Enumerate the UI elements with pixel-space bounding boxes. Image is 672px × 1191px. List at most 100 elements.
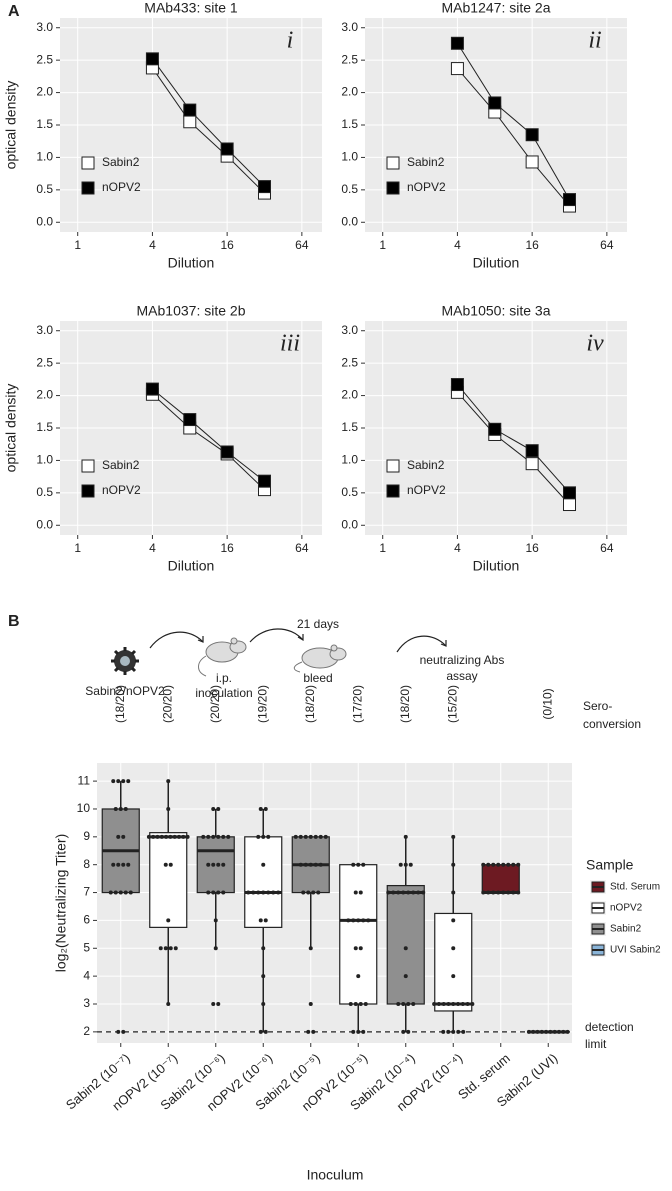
x-axis-title: Dilution <box>473 255 520 271</box>
legend-key <box>386 459 400 473</box>
data-point <box>470 1001 475 1006</box>
data-point <box>116 1029 121 1034</box>
data-point <box>216 890 221 895</box>
data-point <box>166 918 171 923</box>
data-point <box>168 834 173 839</box>
y-tick-label: 3.0 <box>36 323 53 337</box>
point <box>183 115 197 129</box>
x-tick-label: 16 <box>525 541 539 555</box>
data-point <box>261 862 266 867</box>
seroconversion-label: (18/20) <box>113 685 127 723</box>
data-point <box>391 890 396 895</box>
legend-label: nOPV2 <box>610 903 643 914</box>
data-point <box>406 1029 411 1034</box>
legend-label: nOPV2 <box>407 483 446 497</box>
data-point <box>126 779 131 784</box>
y-tick-label: 10 <box>77 801 91 815</box>
legend-key <box>386 156 400 170</box>
legend-label: nOPV2 <box>102 180 141 194</box>
x-axis-title: Dilution <box>473 558 520 574</box>
annotation: iv <box>586 331 604 357</box>
legend-label: Sabin2 <box>407 458 445 472</box>
point <box>562 486 576 500</box>
data-point <box>496 862 501 867</box>
legend-label: Sabin2 <box>610 924 642 935</box>
data-point <box>113 890 118 895</box>
data-point <box>168 946 173 951</box>
data-point <box>216 862 221 867</box>
data-point <box>403 862 408 867</box>
schematic-label: assay <box>446 669 477 683</box>
legend-label: Sabin2 <box>102 458 140 472</box>
data-point <box>123 890 128 895</box>
data-point <box>159 834 164 839</box>
data-point <box>211 1001 216 1006</box>
data-point <box>306 890 311 895</box>
data-point <box>396 890 401 895</box>
legend-label: nOPV2 <box>407 180 446 194</box>
series-line <box>456 43 570 200</box>
arrows <box>149 628 447 653</box>
box <box>481 864 520 894</box>
series-line <box>457 384 570 494</box>
legend-key <box>81 181 95 195</box>
x-tick-label: 1 <box>74 238 81 252</box>
data-point <box>121 779 126 784</box>
data-point <box>535 1029 540 1034</box>
data-point <box>306 1029 311 1034</box>
data-point <box>511 890 516 895</box>
data-point <box>353 1001 358 1006</box>
data-point <box>441 1029 446 1034</box>
legend-label: Std. Serum <box>610 882 660 893</box>
point <box>450 62 464 76</box>
data-point <box>516 890 521 895</box>
data-point <box>308 834 313 839</box>
data-point <box>432 1001 437 1006</box>
data-point <box>163 946 168 951</box>
data-point <box>261 1001 266 1006</box>
y-tick-label: 1.0 <box>36 453 53 467</box>
data-point <box>403 946 408 951</box>
point <box>562 498 576 512</box>
point <box>257 474 271 488</box>
y-tick-label: 1.0 <box>36 150 53 164</box>
mouse-icon <box>198 637 247 677</box>
data-point <box>351 918 356 923</box>
data-point <box>118 890 123 895</box>
data-point <box>246 890 251 895</box>
data-point <box>261 946 266 951</box>
x-tick-label: 16 <box>525 238 539 252</box>
data-point <box>406 890 411 895</box>
box <box>339 864 378 1005</box>
series-line <box>152 67 265 194</box>
data-point <box>506 862 511 867</box>
point <box>145 52 159 66</box>
data-point <box>401 890 406 895</box>
data-point <box>256 834 261 839</box>
data-point <box>318 862 323 867</box>
data-point <box>451 918 456 923</box>
data-point <box>361 918 366 923</box>
panel-label: A <box>8 3 20 20</box>
x-tick-label: 1 <box>379 238 386 252</box>
data-point <box>211 890 216 895</box>
y-tick-label: 2.0 <box>341 388 358 402</box>
data-point <box>361 862 366 867</box>
data-point <box>516 862 521 867</box>
y-tick-label: 0.0 <box>341 214 358 228</box>
data-point <box>396 1001 401 1006</box>
data-point <box>216 806 221 811</box>
data-point <box>406 1001 411 1006</box>
data-point <box>211 834 216 839</box>
point <box>183 413 197 427</box>
y-tick-label: 2.5 <box>341 52 358 66</box>
data-point <box>163 862 168 867</box>
data-point <box>263 806 268 811</box>
data-point <box>561 1029 566 1034</box>
point <box>562 193 576 207</box>
point <box>450 378 464 392</box>
y-tick-label: 2.0 <box>341 85 358 99</box>
data-point <box>356 974 361 979</box>
y-tick-label: 3 <box>83 996 90 1010</box>
data-point <box>539 1029 544 1034</box>
